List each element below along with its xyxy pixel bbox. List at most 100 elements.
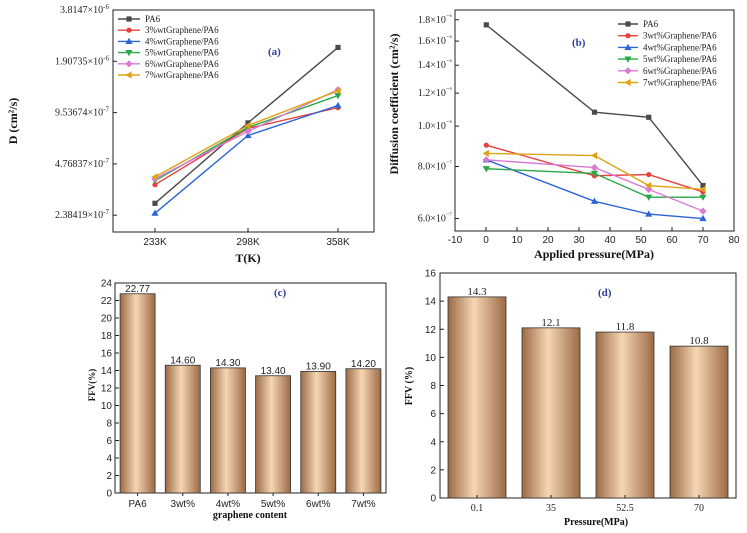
b-data-point — [590, 164, 599, 172]
b-legend-marker — [624, 43, 632, 50]
panel-b: (b) Applied pressure(MPa) Diffusion coef… — [387, 9, 740, 261]
d-ytick-label: 0 — [430, 494, 436, 505]
a-data-point — [334, 101, 342, 109]
c-ytick-label: 6 — [106, 436, 112, 447]
b-data-point — [700, 182, 706, 189]
a-data-point — [151, 209, 159, 216]
d-bar-value-label: 12.1 — [541, 317, 560, 329]
a-data-point — [244, 131, 252, 139]
b-data-point — [699, 194, 707, 201]
a-legend-marker — [126, 27, 132, 33]
a-legend-marker — [125, 60, 133, 68]
b-data-point — [645, 181, 652, 190]
a-xtick-label: 298K — [236, 237, 260, 248]
c-ytick-label: 22 — [101, 296, 113, 307]
a-legend-marker — [125, 50, 133, 57]
d-xtick-label: 35 — [546, 503, 556, 514]
c-bar — [119, 293, 156, 494]
b-legend-marker — [624, 78, 631, 87]
b-xtick-label: 60 — [666, 235, 678, 246]
panel-d-label: (d) — [598, 287, 612, 299]
panel-c: (c) graphene content FFV(%) 024681012141… — [87, 279, 387, 521]
c-xtick-label: PA6 — [128, 499, 147, 510]
b-ytick-label: 6.0×10⁻⁷ — [418, 212, 453, 225]
c-ytick-label: 14 — [101, 366, 113, 377]
c-bar-value-label: 14.20 — [351, 359, 376, 370]
a-series-line — [154, 106, 339, 186]
b-data-point — [590, 197, 599, 204]
panel-a: (a) T(K) D (cm²/s) 3.8147×10-6 1.90735×10… — [6, 3, 375, 265]
b-xtick-label: 70 — [697, 235, 709, 246]
b-ytick-label: 1.4×10⁻⁶ — [418, 58, 453, 71]
panel-d-xlabel: Pressure(MPa) — [564, 517, 628, 528]
a-ytick-label: 9.53674×10-7 — [55, 106, 109, 119]
d-xtick-label: 70 — [694, 503, 704, 514]
c-ytick-label: 12 — [101, 384, 113, 395]
b-ytick-label: 1.6×10⁻⁶ — [418, 34, 453, 47]
b-data-point — [699, 214, 707, 222]
d-bar — [521, 327, 581, 499]
a-data-point — [334, 87, 341, 95]
a-legend-label: 7%wtGraphene/PA6 — [145, 70, 219, 80]
b-legend-marker — [625, 21, 631, 27]
b-xtick-label: 20 — [542, 235, 554, 246]
b-xtick-label: 40 — [604, 235, 616, 246]
c-ytick-label: 0 — [106, 489, 112, 500]
b-data-point — [646, 171, 652, 178]
c-ytick-label: 10 — [101, 401, 113, 412]
panel-a-ylabel: D (cm²/s) — [6, 98, 20, 145]
b-series-line — [486, 144, 704, 193]
d-ytick-label: 14 — [425, 297, 437, 308]
b-legend-marker — [625, 33, 631, 39]
b-xtick-label: -10 — [448, 235, 463, 246]
c-bar-value-label: 14.30 — [215, 358, 240, 369]
d-bar-value-label: 14.3 — [467, 286, 487, 298]
b-xtick-label: 30 — [573, 235, 585, 246]
b-series-line — [486, 159, 704, 220]
c-bar — [345, 368, 382, 494]
a-ytick-label: 1.90735×10-6 — [55, 54, 109, 67]
c-ytick-label: 8 — [106, 419, 112, 430]
b-data-point — [699, 185, 706, 193]
b-data-point — [645, 194, 653, 201]
a-series-line — [154, 89, 339, 180]
b-series-line — [486, 159, 704, 212]
a-data-point — [335, 44, 341, 51]
b-ytick-label: 8.0×10⁻⁷ — [418, 159, 453, 172]
a-ytick-label: 4.76837×10-7 — [55, 157, 109, 170]
a-data-point — [244, 122, 251, 130]
d-xtick-label: 52.5 — [616, 503, 634, 514]
panel-a-label: (a) — [268, 46, 281, 58]
panel-d: (d) Pressure(MPa) FFV (%) 0246810121416 … — [404, 269, 737, 528]
b-ytick-label: 1.2×10⁻⁶ — [418, 86, 453, 99]
c-xtick-label: 5wt% — [261, 499, 286, 510]
a-legend-label: 6%wtGraphene/PA6 — [145, 59, 219, 69]
b-data-point — [646, 114, 652, 120]
a-data-point — [152, 182, 158, 188]
c-bar — [164, 364, 201, 494]
b-xtick-label: 80 — [728, 235, 740, 246]
b-data-point — [699, 207, 707, 215]
b-ytick-label: 1.0×10⁻⁶ — [418, 119, 453, 132]
a-legend-label: 5%wtGraphene/PA6 — [145, 48, 219, 58]
b-legend-label: 5wt%Graphene/PA6 — [643, 54, 717, 64]
a-series-line — [154, 90, 339, 178]
b-series-line — [485, 24, 704, 186]
b-data-point — [645, 210, 653, 217]
b-data-point — [482, 149, 489, 157]
b-ytick-label: 1.8×10⁻⁶ — [418, 13, 453, 26]
a-data-point — [151, 173, 158, 181]
b-data-point — [590, 151, 598, 160]
b-series-line — [486, 168, 703, 198]
b-legend-marker — [624, 67, 632, 75]
c-xtick-label: 7wt% — [351, 499, 376, 510]
d-ytick-label: 8 — [430, 381, 436, 392]
d-bar — [669, 345, 729, 499]
panel-d-ylabel: FFV (%) — [404, 367, 415, 405]
panel-c-ylabel: FFV(%) — [87, 369, 97, 402]
a-ytick-label: 2.38419×10-7 — [55, 208, 109, 221]
panel-c-xlabel: graphene content — [213, 510, 288, 521]
b-data-point — [483, 22, 489, 28]
c-bar-value-label: 14.60 — [170, 355, 195, 366]
